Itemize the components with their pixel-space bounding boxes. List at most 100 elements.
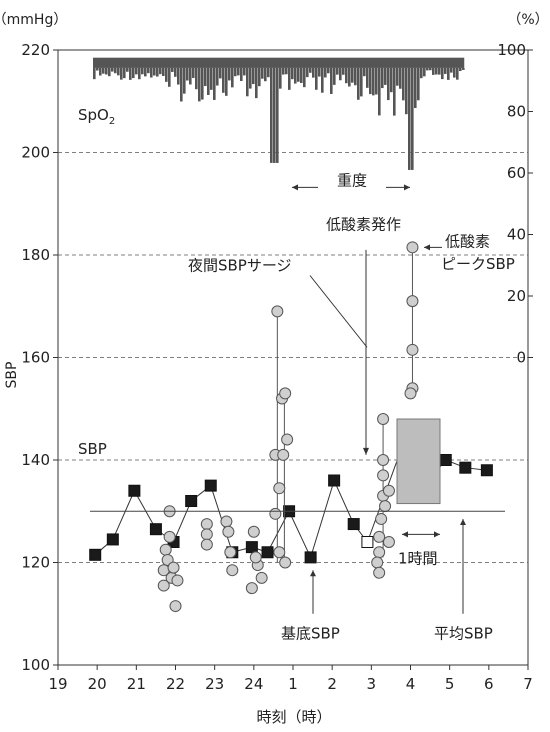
spo2-bar	[171, 67, 174, 72]
spo2-bar	[183, 67, 186, 94]
spo2-bar	[336, 67, 339, 75]
sbp-circle-point	[375, 512, 388, 525]
spo2-bar	[258, 67, 261, 87]
y2-tick-label-100: 100	[497, 41, 526, 59]
sbp-square-point	[149, 523, 162, 536]
spo2-bar	[312, 67, 315, 78]
spo2-bar	[279, 67, 282, 89]
spo2-bar	[453, 67, 456, 78]
spo2-bar	[450, 67, 453, 73]
spo2-bar	[213, 67, 216, 100]
spo2-bar	[429, 67, 432, 71]
spo2-bar	[129, 67, 132, 80]
x-tick-label-20: 20	[88, 675, 107, 693]
sbp-circle-point	[406, 295, 419, 308]
spo2-bar	[105, 67, 108, 75]
y-axis-label: SBP	[4, 362, 20, 389]
sbp-circle-point	[281, 433, 294, 446]
x-tick-label-7: 7	[523, 675, 533, 693]
sbp-circle-point	[163, 530, 176, 543]
spo2-bar	[381, 67, 384, 89]
spo2-bar	[231, 67, 234, 88]
spo2-bar	[441, 67, 444, 80]
spo2-bar	[408, 67, 411, 170]
spo2-bar	[225, 67, 228, 96]
spo2-bar	[402, 67, 405, 101]
sbp-circle-point	[271, 305, 284, 318]
spo2-bar	[138, 67, 141, 80]
y-axis-unit-left: （mmHg）	[0, 12, 67, 28]
spo2-bar	[228, 67, 231, 81]
spo2-bar	[426, 67, 429, 71]
sbp-circle-point	[220, 515, 233, 528]
sbp-circle-point	[379, 500, 392, 513]
spo2-bar	[444, 67, 447, 74]
spo2-bar	[219, 67, 222, 79]
spo2-bar	[192, 67, 195, 78]
sbp-circle-point	[200, 528, 213, 541]
spo2-bar	[93, 67, 96, 80]
spo2-bar	[372, 67, 375, 96]
series-layer	[89, 241, 493, 613]
spo2-bar	[168, 67, 171, 87]
one-hour-arrow-right	[434, 531, 440, 538]
sbp-square-point	[204, 479, 217, 492]
y-tick-label-180: 180	[21, 246, 50, 264]
y-tick-label-160: 160	[21, 349, 50, 367]
spo2-bar	[240, 67, 243, 82]
spo2-bar	[366, 67, 369, 88]
spo2-bar	[294, 67, 297, 84]
sbp-circle-point	[226, 564, 239, 577]
spo2-bar	[189, 67, 192, 85]
sbp-circle-point	[224, 546, 237, 559]
sbp-circle-point	[269, 507, 282, 520]
sbp-circle-point	[377, 469, 390, 482]
spo2-bar	[306, 67, 309, 78]
spo2-bar	[459, 67, 462, 72]
spo2-bar	[330, 67, 333, 94]
spo2-bar	[132, 67, 135, 79]
x-axis-label: 時刻（時）	[256, 708, 331, 726]
sbp-circle-point	[169, 600, 182, 613]
sbp-circle-point	[273, 482, 286, 495]
x-tick-label-23: 23	[205, 675, 224, 693]
x-tick-label-1: 1	[288, 675, 298, 693]
spo2-bar	[423, 67, 426, 77]
spo2-bar	[285, 67, 288, 75]
spo2-bar	[180, 67, 183, 102]
y-tick-label-220: 220	[21, 41, 50, 59]
sbp-circle-point	[371, 556, 384, 569]
base-sbp-arrow-head	[310, 570, 316, 577]
spo2-bar	[159, 67, 162, 75]
sbp-square-point	[106, 533, 119, 546]
y2-tick-label-0: 0	[516, 349, 526, 367]
sbp-circle-point	[171, 574, 184, 587]
hypoxia-onset-label: 低酸素発作	[326, 215, 401, 233]
spo2-bar	[432, 67, 435, 75]
spo2-bar	[282, 67, 285, 75]
sbp-circle-point	[277, 448, 290, 461]
spo2-bar	[198, 67, 201, 102]
x-tick-label-19: 19	[48, 675, 67, 693]
spo2-bar	[321, 67, 324, 93]
severe-arrow-right-head	[404, 184, 410, 191]
spo2-bar	[342, 67, 345, 75]
sbp-circle-point	[377, 413, 390, 425]
spo2-bar	[99, 67, 102, 76]
spo2-bar	[315, 67, 318, 90]
spo2-bar	[246, 67, 249, 97]
sbp-circle-point	[406, 241, 419, 254]
y-tick-label-120: 120	[21, 554, 50, 572]
sbp-circle-point	[159, 543, 172, 556]
mean-sbp-arrow-head	[460, 518, 466, 525]
spo2-bar	[405, 67, 408, 115]
spo2-bar	[297, 67, 300, 82]
x-tick-label-21: 21	[127, 675, 146, 693]
spo2-bar	[165, 67, 168, 82]
y2-tick-label-60: 60	[507, 164, 526, 182]
spo2-bar	[102, 67, 105, 74]
spo2-bar	[126, 67, 129, 72]
spo2-bar	[177, 67, 180, 85]
